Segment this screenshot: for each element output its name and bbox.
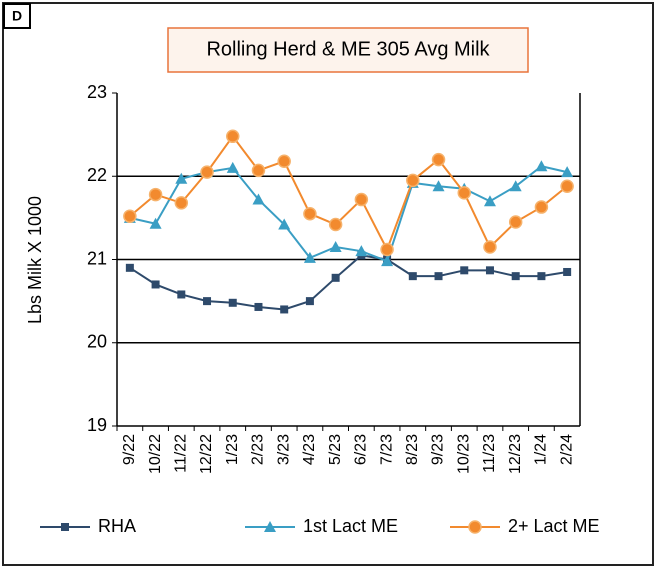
legend-marker (264, 521, 276, 532)
marker (508, 215, 523, 229)
marker (457, 186, 471, 200)
marker (125, 263, 134, 272)
legend-marker (61, 523, 69, 531)
marker (460, 266, 469, 275)
marker (252, 193, 265, 205)
line (129, 254, 568, 311)
marker (251, 163, 266, 178)
marker (203, 297, 212, 306)
x-tick-label: 10/23 (455, 434, 472, 474)
y-tick-label: 21 (87, 248, 107, 268)
x-tick-label: 9/23 (430, 434, 447, 465)
marker (483, 240, 497, 254)
marker (303, 206, 317, 221)
marker (563, 267, 572, 276)
marker (434, 272, 443, 281)
x-tick-label: 8/23 (404, 434, 421, 465)
x-tick-label: 2/23 (250, 434, 267, 465)
panel-label: D (12, 8, 22, 24)
y-tick-label: 23 (87, 82, 107, 102)
x-tick-label: 12/23 (507, 434, 524, 474)
x-tick-label: 1/23 (224, 434, 241, 465)
marker (408, 272, 417, 281)
marker (226, 161, 239, 173)
marker (305, 297, 314, 306)
marker (149, 217, 162, 229)
marker (329, 241, 342, 253)
marker (328, 217, 343, 232)
x-tick-label: 9/22 (121, 434, 138, 465)
x-tick-label: 2/24 (558, 434, 575, 465)
marker (537, 272, 546, 281)
marker (381, 255, 394, 267)
marker (355, 245, 368, 257)
marker (534, 200, 549, 214)
y-tick-label: 19 (87, 415, 107, 435)
marker (406, 173, 420, 188)
x-tick-label: 10/22 (147, 434, 164, 474)
marker (151, 280, 160, 289)
marker (277, 154, 291, 169)
marker (174, 196, 189, 210)
y-axis-label: Lbs Milk X 1000 (25, 196, 45, 324)
x-tick-label: 6/23 (353, 434, 370, 465)
x-tick-label: 4/23 (301, 434, 318, 465)
marker (509, 180, 522, 192)
title-box (167, 27, 529, 73)
x-tick-label: 12/22 (198, 434, 215, 474)
marker (280, 305, 289, 314)
marker (485, 266, 494, 275)
legend-label: 1st Lact ME (303, 516, 398, 536)
marker (483, 195, 496, 207)
marker (354, 192, 369, 207)
legend-label: 2+ Lact ME (508, 516, 600, 536)
marker (175, 172, 188, 184)
marker (226, 129, 240, 144)
marker (228, 298, 237, 307)
x-tick-label: 11/22 (173, 434, 190, 473)
x-tick-label: 7/23 (378, 434, 395, 465)
marker (535, 160, 548, 172)
y-tick-label: 22 (87, 165, 107, 185)
marker (303, 251, 316, 263)
legend-label: RHA (98, 516, 136, 536)
marker (254, 302, 263, 311)
chart-title: Rolling Herd & ME 305 Avg Milk (206, 38, 490, 60)
marker (431, 152, 446, 167)
marker (380, 242, 394, 257)
marker (561, 166, 574, 178)
marker (148, 187, 163, 202)
x-tick-label: 5/23 (327, 434, 344, 465)
panel-label-box (3, 3, 31, 29)
series (123, 129, 574, 257)
marker (278, 218, 291, 230)
marker (560, 179, 574, 193)
y-tick-label: 20 (87, 332, 107, 352)
marker (123, 209, 137, 223)
marker (511, 272, 520, 281)
x-tick-label: 11/23 (481, 434, 498, 473)
x-tick-label: 3/23 (275, 434, 292, 465)
marker (331, 273, 340, 282)
x-tick-label: 1/24 (533, 434, 550, 465)
marker (177, 290, 186, 299)
marker (432, 180, 445, 192)
legend-marker (468, 520, 482, 534)
marker (200, 165, 214, 179)
